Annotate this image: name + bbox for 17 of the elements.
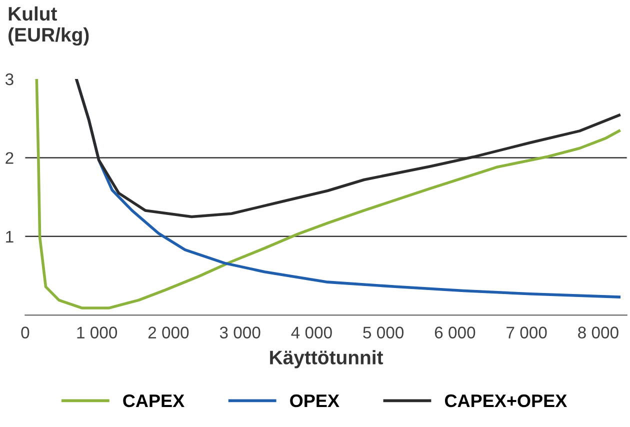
x-tick-label: 0 [21, 326, 30, 338]
x-tick-label: 3 000 [220, 326, 260, 338]
legend-label: OPEX [290, 394, 340, 408]
x-tick-label: 7 000 [506, 326, 547, 338]
legend-label: CAPEX [123, 394, 184, 408]
y-tick-label: 1 [6, 230, 14, 242]
x-tick-label: 8 000 [578, 326, 618, 338]
x-tick-label: 5 000 [363, 326, 404, 338]
legend-label: CAPEX+OPEX [444, 394, 568, 408]
y-tick-label: 3 [5, 73, 14, 86]
y-tick-label: 2 [6, 152, 14, 164]
x-tick-label: 2 000 [148, 326, 189, 338]
x-tick-label: 4 000 [291, 326, 332, 338]
x-tick-label: 1 000 [77, 326, 118, 338]
y-axis-title: Kulut (EUR/kg) [8, 6, 89, 46]
x-tick-label: 6 000 [434, 326, 476, 338]
x-axis-title: Käyttötunnit [270, 350, 384, 368]
